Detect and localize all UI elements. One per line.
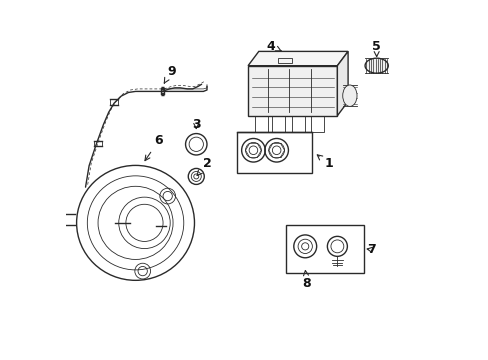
Polygon shape — [337, 51, 347, 116]
Bar — [237, 132, 312, 173]
Bar — [311, 116, 324, 132]
Text: 8: 8 — [302, 270, 311, 290]
Bar — [255, 116, 267, 132]
Text: 6: 6 — [144, 134, 163, 161]
Text: 1: 1 — [317, 155, 332, 170]
Bar — [271, 116, 285, 132]
Text: 7: 7 — [366, 243, 375, 256]
Text: 3: 3 — [192, 118, 200, 131]
Bar — [291, 116, 304, 132]
Bar — [277, 58, 291, 63]
Ellipse shape — [342, 85, 356, 107]
Text: 5: 5 — [371, 40, 380, 57]
Text: 9: 9 — [164, 64, 175, 83]
Polygon shape — [247, 51, 347, 66]
Ellipse shape — [365, 58, 387, 73]
Polygon shape — [247, 66, 337, 116]
Text: 4: 4 — [266, 40, 281, 53]
Text: 2: 2 — [197, 157, 211, 175]
Bar — [285, 225, 364, 273]
